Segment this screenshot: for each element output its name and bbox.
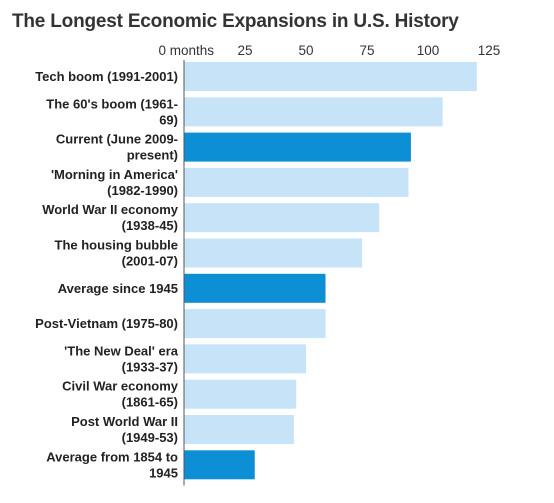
bar — [184, 167, 409, 197]
category-label: 'The New Deal' era — [64, 343, 179, 358]
category-label: (1949-53) — [122, 430, 178, 445]
category-label: 'Morning in America' — [51, 167, 178, 182]
bar — [184, 97, 443, 127]
bar — [184, 62, 477, 91]
axis-ticks: 0 months 25 50 75 100 125 — [158, 43, 500, 58]
category-label: present) — [127, 148, 178, 163]
bars — [184, 62, 477, 480]
bar — [184, 238, 363, 268]
x-tick-label: 50 — [298, 43, 313, 58]
bar — [184, 379, 297, 409]
category-label: Average from 1854 to — [46, 449, 178, 464]
x-tick-label: 25 — [237, 43, 252, 58]
category-label: (1938-45) — [122, 218, 178, 233]
chart-title: The Longest Economic Expansions in U.S. … — [12, 11, 459, 32]
category-labels: Tech boom (1991-2001) The 60's boom (1961… — [35, 69, 179, 480]
category-label: (2001-07) — [122, 254, 178, 269]
category-label: 1945 — [149, 465, 178, 480]
bar — [184, 344, 306, 374]
bar — [184, 450, 255, 480]
category-label: (1861-65) — [122, 395, 178, 410]
bar — [184, 415, 294, 444]
category-label: Current (June 2009- — [56, 132, 178, 147]
category-label: The 60's boom (1961- — [46, 96, 178, 111]
category-label: World War II economy — [42, 202, 179, 217]
category-label: (1933-37) — [122, 359, 178, 374]
x-tick-label: 0 months — [158, 43, 214, 58]
category-label: Civil War economy — [62, 379, 179, 394]
category-label: Tech boom (1991-2001) — [35, 69, 178, 84]
category-label: 69) — [159, 112, 178, 127]
bar — [184, 309, 326, 339]
x-tick-label: 100 — [417, 43, 440, 58]
bar — [184, 203, 380, 233]
category-label: The housing bubble — [55, 238, 179, 253]
category-label: Post-Vietnam (1975-80) — [35, 316, 178, 331]
bar — [184, 132, 411, 162]
bar — [184, 273, 326, 303]
x-tick-label: 125 — [478, 43, 501, 58]
category-label: (1982-1990) — [107, 183, 178, 198]
category-label: Post World War II — [71, 414, 178, 429]
x-tick-label: 75 — [359, 43, 374, 58]
category-label: Average since 1945 — [58, 281, 178, 296]
